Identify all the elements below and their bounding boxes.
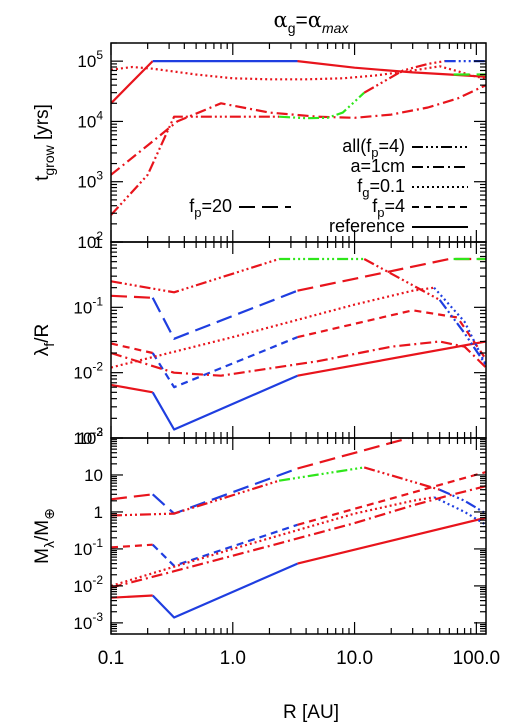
y-tick-label-p2-0: 10-3: [73, 425, 103, 448]
legend-label-5: reference: [329, 216, 405, 236]
panel-3-series: [111, 438, 486, 619]
y-axis-label-p1: tgrow [yrs]: [32, 104, 57, 181]
panel-2-frame: [110, 241, 487, 439]
legend-label-2: fg=0.1: [357, 176, 405, 200]
y-tick-label-p2-2: 10-1: [73, 294, 103, 317]
x-axis-label: R [AU]: [283, 702, 339, 723]
y-tick-label-p3-5: 102: [77, 425, 103, 448]
x-tick-label-3: 100.0: [453, 648, 501, 669]
y-tick-label-p3-2: 10-1: [73, 536, 103, 559]
series-solid-p1-seg0: [111, 60, 154, 105]
series-dash-dot-dot-dot-p1-seg1: [279, 91, 365, 120]
y-tick-label-p1-1: 103: [77, 169, 103, 192]
series-long-dash-p2-seg0: [111, 294, 153, 299]
series-solid-p2-seg2: [297, 340, 486, 377]
series-dash-dot-dot-dot-p3-seg0: [111, 479, 280, 517]
series-dotted-p3-seg0: [111, 496, 435, 587]
legend-label-1: a=1cm: [350, 156, 405, 176]
series-long-dash-p2-seg1: [151, 289, 298, 340]
x-tick-label-2: 10.0: [336, 648, 373, 669]
y-tick-label-p3-4: 10: [84, 466, 103, 485]
x-tick-label-0: 0.1: [98, 648, 124, 669]
panel-2-series: [111, 257, 486, 431]
legend-label-3: fp=20: [189, 196, 232, 220]
series-long-dash-p3-seg2: [297, 438, 410, 470]
series-dash-dot-dot-dot-p2-seg2: [363, 258, 441, 301]
series-dashed-p3-seg0: [111, 543, 153, 549]
panel-1-series: [111, 60, 486, 216]
series-solid-p2-seg1: [151, 374, 298, 431]
legend-label-4: fp=4: [372, 196, 405, 220]
series-dashed-p2-seg0: [111, 342, 153, 355]
series-solid-p3-seg0: [111, 594, 153, 599]
series-dotted-p2-seg1: [433, 286, 486, 366]
chart-title: αg=αmax: [274, 8, 350, 36]
series-dash-dot-dot-dot-p3-seg2: [363, 466, 441, 491]
panel-3-frame: [110, 437, 487, 635]
y-tick-label-p1-2: 104: [77, 108, 103, 131]
series-dotted-p1-seg0: [111, 65, 486, 81]
x-tick-label-1: 1.0: [220, 648, 246, 669]
series-dash-dot-dot-dot-p3-seg3: [439, 488, 486, 515]
x-tick-labels: 0.1 1.0 10.0 100.0: [98, 648, 500, 669]
series-dash-dot-dot-dot-p2-seg0: [111, 257, 280, 294]
series-long-dash-p2-seg2: [297, 257, 486, 292]
series-dashed-p3-seg2: [297, 470, 486, 526]
series-long-dash-p3-seg0: [111, 493, 153, 501]
y-axis-label-p2: λf/R: [32, 324, 57, 356]
series-dotted-p2-seg0: [111, 286, 435, 369]
series-dash-dot-dot-dot-p1-seg2: [363, 60, 445, 94]
legend-label-0: all(fp=4): [342, 136, 405, 160]
y-tick-label-p1-3: 105: [77, 48, 103, 71]
series-dash-dot-p3-seg0: [111, 485, 486, 589]
panel-3: 10-3 10-2 10-1 1 10 102 Mλ/M⊕: [32, 425, 487, 635]
series-dash-dot-dot-dot-p2-seg3: [438, 299, 486, 366]
y-tick-label-p3-3: 1: [94, 503, 103, 522]
series-long-dash-p3-seg1: [151, 467, 298, 515]
y-tick-label-p1-0: 102: [77, 229, 103, 252]
y-tick-label-p2-1: 10-2: [73, 360, 103, 383]
series-dash-dot-p2-seg0: [111, 340, 486, 377]
series-solid-p3-seg2: [297, 516, 486, 565]
series-dotted-p3-seg1: [433, 496, 486, 526]
panel-2: 10-3 10-2 10-1 1 λf/R: [32, 233, 487, 448]
panel-1: 102 103 104 105 tgrow [yrs]: [32, 42, 487, 252]
series-solid-p2-seg0: [111, 383, 153, 394]
series-dash-dot-dot-dot-p1-seg0: [111, 115, 280, 216]
series-dashed-p2-seg2: [297, 309, 486, 360]
y-tick-label-p3-0: 10-3: [73, 610, 103, 633]
series-solid-p3-seg1: [151, 562, 298, 619]
series-dash-dot-p1-seg0: [111, 84, 486, 176]
panels-group: 102 103 104 105 tgrow [yrs] 10-3 10-2 10-1 1 λf/R…: [32, 42, 500, 669]
y-tick-label-p3-1: 10-2: [73, 573, 103, 596]
series-dashed-p2-seg1: [151, 336, 298, 389]
y-axis-label-p3: Mλ/M⊕: [32, 508, 57, 564]
y-tick-label-p2-3: 1: [94, 233, 103, 252]
series-dash-dot-dot-dot-p3-seg1: [278, 466, 365, 482]
